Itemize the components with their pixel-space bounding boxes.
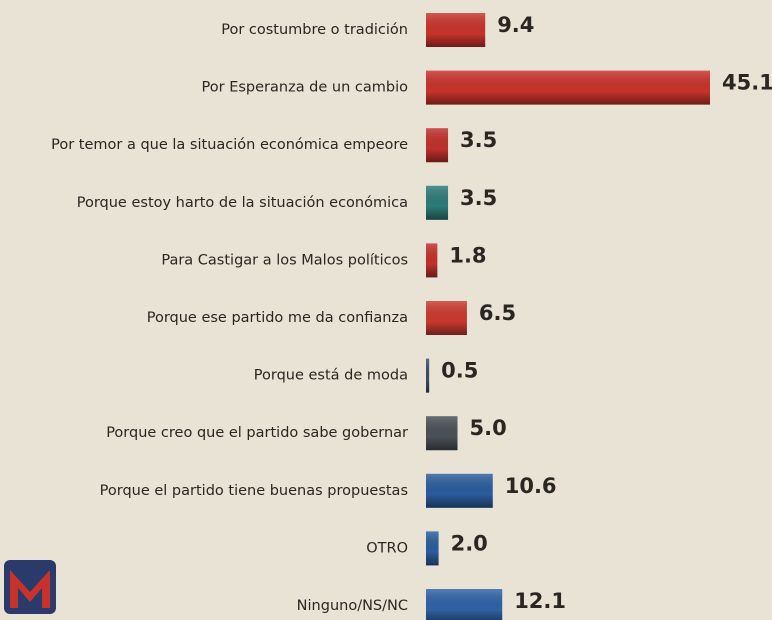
bar-shade [426,13,486,47]
bar-shade [426,589,503,620]
category-label: Porque estoy harto de la situación econó… [77,195,408,211]
category-label: Porque está de moda [254,368,408,384]
bar-shade [426,243,438,278]
bar-shade [426,301,467,335]
logo [4,560,56,614]
bar-shade [426,128,449,163]
category-label: Por temor a que la situación económica e… [51,137,408,153]
value-label: 9.4 [497,13,534,37]
value-label: 10.6 [505,474,557,498]
value-label: 3.5 [460,128,497,152]
bar-shade [426,531,439,566]
category-label: Ninguno/NS/NC [297,598,408,614]
bar-shade [426,185,449,220]
bar-shade [426,70,710,105]
category-label: Para Castigar a los Malos políticos [161,252,408,268]
category-label: Porque ese partido me da confianza [147,310,408,326]
value-label: 12.1 [514,589,566,613]
value-label: 3.5 [460,186,497,210]
value-label: 5.0 [469,416,506,440]
category-label: Por Esperanza de un cambio [202,80,409,96]
category-label: OTRO [366,540,408,556]
value-label: 45.1 [722,71,772,95]
category-label: Porque el partido tiene buenas propuesta… [100,483,408,499]
bar-shade [426,473,493,508]
bar-shade [426,416,458,451]
category-label: Por costumbre o tradición [221,22,408,38]
value-label: 0.5 [441,359,478,383]
bar-shade [426,358,430,393]
category-label: Porque creo que el partido sabe gobernar [106,425,408,441]
value-label: 1.8 [449,243,486,267]
value-label: 6.5 [479,301,516,325]
value-label: 2.0 [451,531,488,555]
